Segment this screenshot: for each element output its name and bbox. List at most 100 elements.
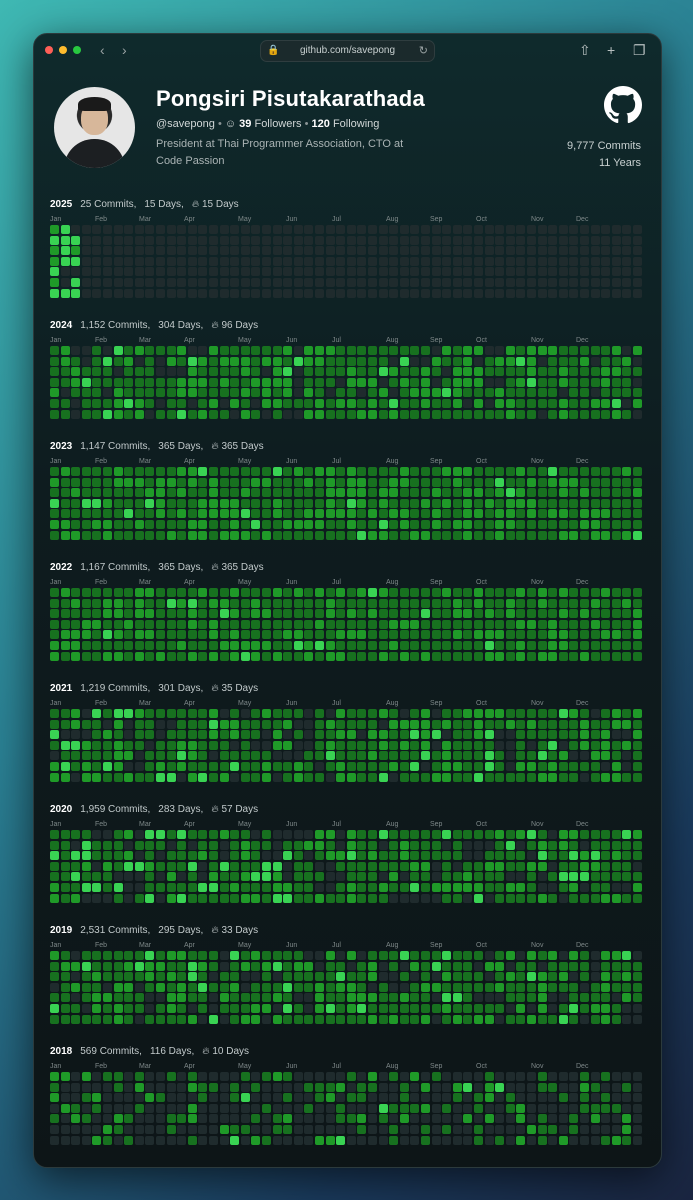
contribution-day[interactable] [590,830,600,839]
contribution-day[interactable] [81,641,91,650]
contribution-day[interactable] [50,972,59,982]
contribution-day[interactable] [601,377,611,387]
contribution-day[interactable] [50,246,59,256]
contribution-day[interactable] [336,598,346,608]
contribution-day[interactable] [304,972,314,982]
contribution-day[interactable] [463,951,473,960]
contribution-day[interactable] [516,1093,526,1103]
contribution-day[interactable] [124,367,134,377]
contribution-day[interactable] [357,641,367,650]
contribution-day[interactable] [410,982,420,992]
contribution-day[interactable] [399,840,409,850]
contribution-day[interactable] [262,1072,271,1081]
contribution-day[interactable] [145,1135,155,1145]
contribution-day[interactable] [209,840,218,850]
contribution-day[interactable] [601,982,611,992]
contribution-day[interactable] [410,367,420,377]
contribution-day[interactable] [198,1082,208,1092]
contribution-day[interactable] [633,861,642,871]
contribution-day[interactable] [537,1004,547,1013]
contribution-day[interactable] [145,972,155,982]
contribution-day[interactable] [442,883,452,892]
contribution-day[interactable] [378,961,388,971]
contribution-day[interactable] [71,740,81,750]
contribution-day[interactable] [505,1082,515,1092]
contribution-day[interactable] [219,630,229,640]
contribution-day[interactable] [421,1004,430,1013]
contribution-day[interactable] [177,1082,187,1092]
contribution-day[interactable] [177,288,187,298]
contribution-day[interactable] [346,893,356,903]
contribution-day[interactable] [558,409,568,419]
contribution-day[interactable] [431,235,441,245]
contribution-day[interactable] [156,993,165,1003]
contribution-day[interactable] [590,1114,600,1124]
contribution-day[interactable] [495,1072,505,1081]
contribution-day[interactable] [209,772,218,782]
contribution-day[interactable] [452,1114,462,1124]
contribution-day[interactable] [219,409,229,419]
contribution-day[interactable] [124,509,134,519]
contribution-day[interactable] [113,730,123,740]
contribution-day[interactable] [399,225,409,234]
contribution-day[interactable] [463,619,473,629]
contribution-day[interactable] [92,409,102,419]
contribution-day[interactable] [230,235,240,245]
contribution-day[interactable] [134,288,144,298]
contribution-day[interactable] [622,1135,632,1145]
contribution-day[interactable] [336,225,346,234]
contribution-day[interactable] [516,409,526,419]
contribution-day[interactable] [558,1004,568,1013]
contribution-day[interactable] [558,388,568,398]
contribution-day[interactable] [113,951,123,960]
contribution-day[interactable] [304,288,314,298]
contribution-day[interactable] [134,530,144,540]
contribution-day[interactable] [251,630,261,640]
contribution-day[interactable] [113,1093,123,1103]
contribution-day[interactable] [484,730,494,740]
contribution-day[interactable] [346,861,356,871]
contribution-day[interactable] [198,893,208,903]
contribution-day[interactable] [315,1114,324,1124]
contribution-day[interactable] [442,520,452,529]
contribution-day[interactable] [558,246,568,256]
contribution-day[interactable] [177,477,187,487]
contribution-day[interactable] [442,530,452,540]
contribution-day[interactable] [145,861,155,871]
contribution-day[interactable] [601,719,611,729]
contribution-day[interactable] [209,609,218,619]
contribution-day[interactable] [219,740,229,750]
contribution-day[interactable] [537,830,547,839]
contribution-day[interactable] [103,609,112,619]
contribution-day[interactable] [262,409,271,419]
contribution-day[interactable] [505,772,515,782]
contribution-day[interactable] [272,588,282,597]
contribution-day[interactable] [124,488,134,498]
contribution-day[interactable] [421,235,430,245]
contribution-day[interactable] [368,520,377,529]
contribution-day[interactable] [262,377,271,387]
contribution-day[interactable] [325,840,335,850]
contribution-day[interactable] [357,709,367,718]
contribution-day[interactable] [156,851,165,861]
contribution-day[interactable] [251,719,261,729]
contribution-day[interactable] [240,1114,250,1124]
contribution-day[interactable] [304,346,314,355]
contribution-day[interactable] [452,377,462,387]
contribution-day[interactable] [368,488,377,498]
contribution-day[interactable] [315,740,324,750]
contribution-day[interactable] [399,467,409,476]
contribution-day[interactable] [558,477,568,487]
contribution-day[interactable] [219,1004,229,1013]
contribution-day[interactable] [113,872,123,882]
contribution-day[interactable] [304,256,314,266]
contribution-day[interactable] [548,840,558,850]
contribution-day[interactable] [251,772,261,782]
contribution-day[interactable] [399,530,409,540]
contribution-day[interactable] [262,619,271,629]
contribution-day[interactable] [60,409,70,419]
contribution-day[interactable] [156,288,165,298]
contribution-day[interactable] [92,346,102,355]
contribution-day[interactable] [177,530,187,540]
contribution-day[interactable] [611,1004,621,1013]
